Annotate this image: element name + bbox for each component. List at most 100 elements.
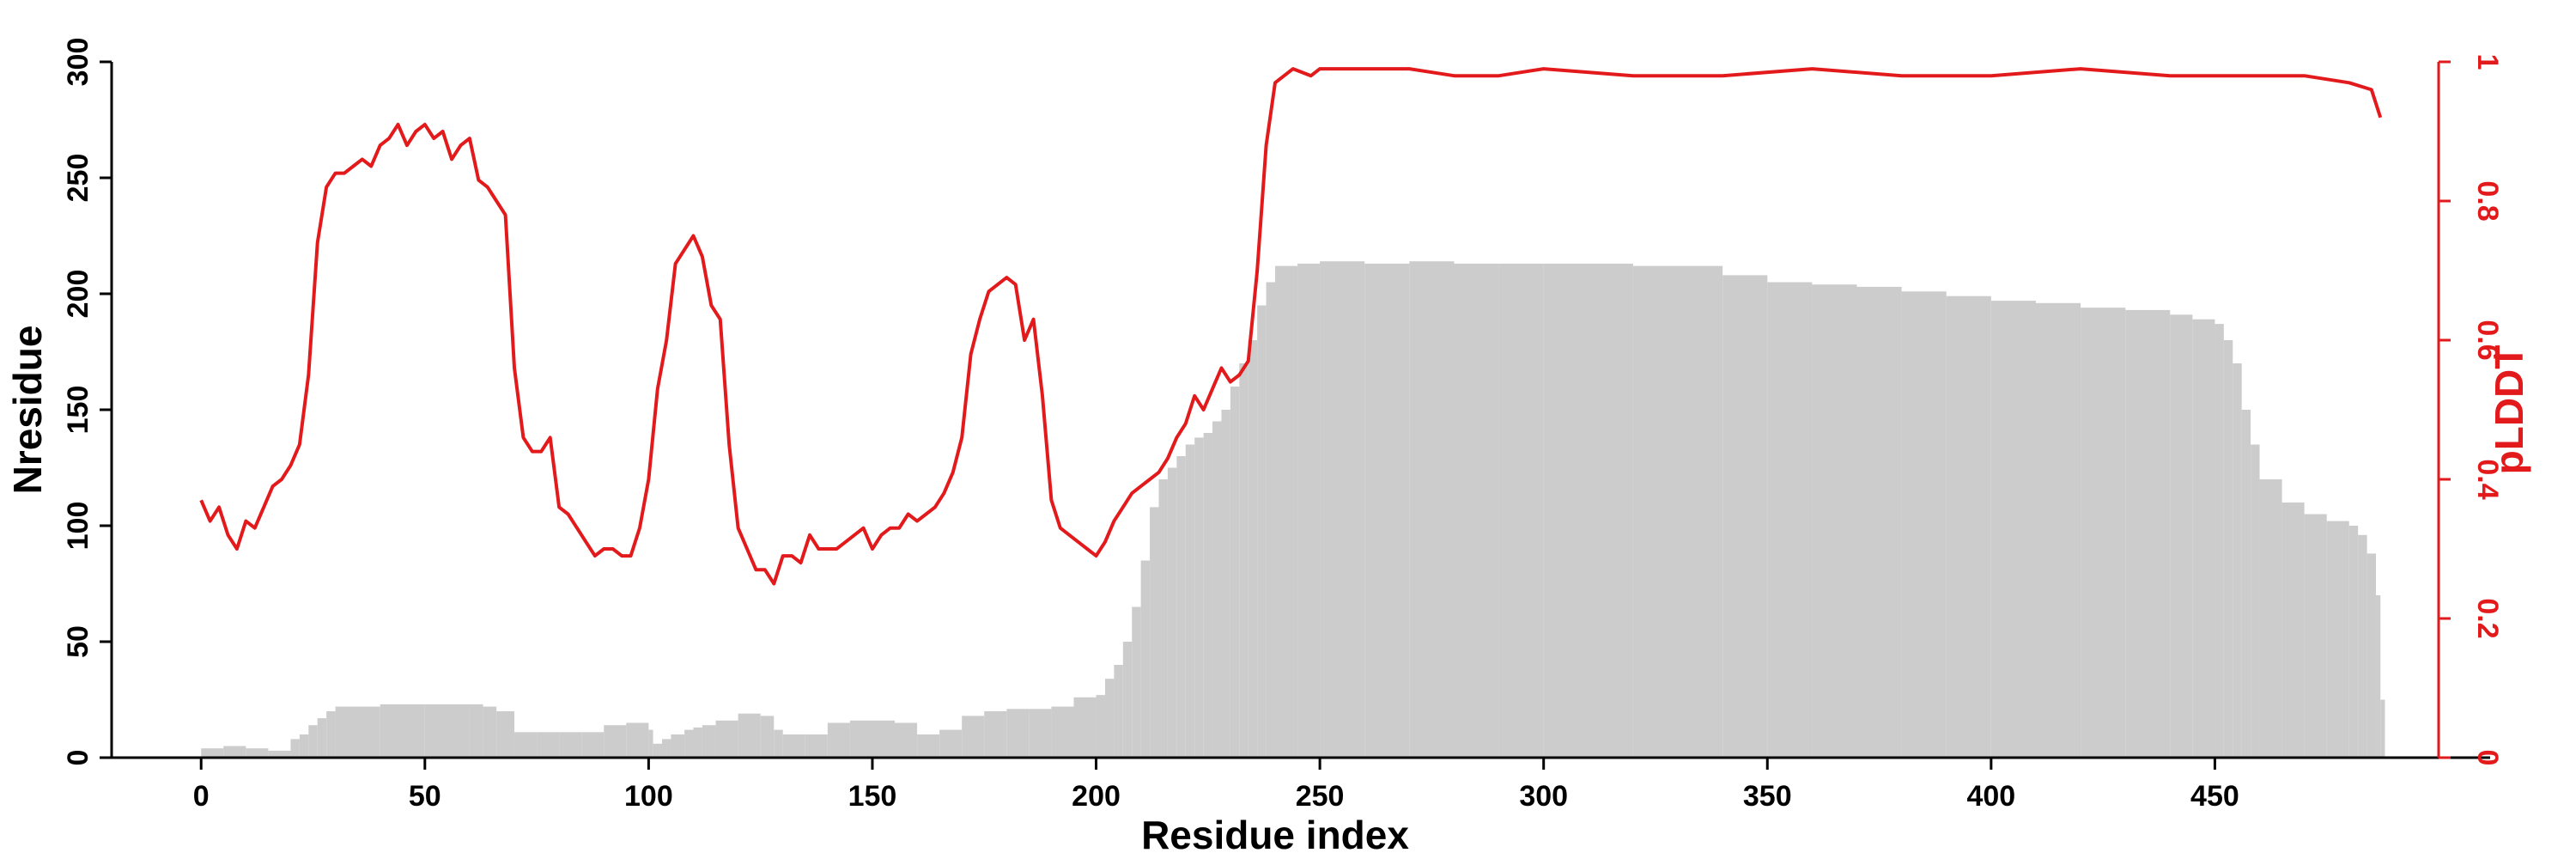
x-tick-label: 200: [1072, 780, 1121, 813]
x-axis-title: Residue index: [1141, 813, 1409, 857]
nresidue-bar: [1140, 560, 1151, 758]
nresidue-bar: [715, 720, 738, 758]
nresidue-bar: [1221, 410, 1230, 758]
nresidue-bar: [201, 748, 224, 758]
nresidue-bar: [774, 729, 783, 758]
nresidue-bar: [2259, 479, 2282, 758]
nresidue-bar: [317, 718, 327, 758]
nresidue-bar: [1990, 301, 2036, 758]
nresidue-bar: [1248, 340, 1258, 758]
x-tick-label: 300: [1519, 780, 1568, 813]
nresidue-bar: [962, 716, 985, 758]
axes: [100, 60, 2490, 770]
x-tick-label: 0: [193, 780, 210, 813]
nresidue-bar: [581, 732, 605, 758]
y-left-tick-label: 300: [62, 38, 94, 87]
y-left-tick-label: 150: [62, 386, 94, 435]
nresidue-bar: [2251, 444, 2260, 758]
nresidue-bar: [1029, 709, 1052, 758]
y-left-tick-label: 200: [62, 270, 94, 319]
nresidue-bar: [326, 711, 336, 758]
nresidue-bar: [1176, 456, 1186, 758]
nresidue-bar: [1114, 665, 1123, 758]
nresidue-bar: [1856, 286, 1902, 758]
nresidue-bar: [1212, 421, 1222, 758]
y-left-tick-label: 50: [62, 625, 94, 658]
nresidue-bar: [849, 720, 872, 758]
nresidue-bar: [684, 729, 694, 758]
x-tick-label: 350: [1743, 780, 1792, 813]
nresidue-bar: [1073, 697, 1097, 758]
nresidue-bar: [268, 750, 291, 758]
nresidue-bar: [1051, 706, 1074, 758]
nresidue-bar: [1257, 305, 1267, 758]
x-tick-label: 250: [1296, 780, 1345, 813]
nresidue-bar: [1167, 467, 1177, 758]
nresidue-bar: [1122, 642, 1133, 758]
y-left-tick-label: 100: [62, 502, 94, 551]
nresidue-bar: [1297, 263, 1321, 758]
nresidue-bar: [1409, 261, 1455, 758]
nresidue-bar: [380, 704, 425, 758]
y-left-tick-label: 0: [62, 750, 94, 766]
nresidue-bar: [1006, 709, 1030, 758]
nresidue-bar: [1722, 275, 1768, 758]
x-tick-label: 50: [409, 780, 441, 813]
x-tick-label: 450: [2190, 780, 2239, 813]
y-right-tick-label: 0.6: [2471, 320, 2504, 360]
nresidue-bar: [1320, 261, 1365, 758]
nresidue-bar: [2192, 319, 2215, 758]
nresidue-bar: [2376, 595, 2381, 758]
nresidue-bar: [939, 729, 963, 758]
nresidue-bar: [246, 748, 269, 758]
nresidue-bar: [693, 727, 702, 758]
nresidue-bar: [2035, 302, 2081, 758]
nresidue-bar: [1498, 263, 1544, 758]
nresidue-bar: [1104, 679, 1115, 758]
y-right-tick-label: 0.2: [2471, 598, 2504, 638]
tick-labels: 0 50 100 150 200 250 300 350 400 450 0 50 100 150 200 2…: [62, 38, 2504, 813]
nresidue-bar: [335, 706, 380, 758]
nresidue-bar: [1901, 291, 1947, 758]
nresidue-bar: [760, 716, 775, 758]
nresidue-bar: [2326, 521, 2349, 758]
nresidue-bar: [537, 732, 560, 758]
y-right-tick-label: 1: [2471, 54, 2504, 70]
nresidue-bar: [469, 704, 483, 758]
nresidue-bar: [424, 704, 470, 758]
plddt-line: [199, 67, 2383, 586]
nresidue-bar: [1194, 437, 1204, 758]
nresidue-bar: [2215, 324, 2224, 758]
nresidue-bar: [1767, 282, 1813, 758]
nresidue-bar: [2241, 410, 2251, 758]
nresidue-bar: [782, 734, 805, 758]
nresidue-bar: [738, 713, 761, 758]
nresidue-bar: [1185, 444, 1195, 758]
nresidue-bar: [1632, 265, 1723, 758]
nresidue-bar: [2281, 503, 2305, 758]
y-right-tick-label: 0.4: [2471, 459, 2504, 499]
nresidue-bar: [223, 746, 246, 758]
nresidue-bar: [2358, 534, 2367, 758]
nresidue-bar: [1364, 263, 1410, 758]
nresidue-bar: [1454, 263, 1499, 758]
nresidue-bar: [872, 720, 896, 758]
x-tick-label: 150: [848, 780, 897, 813]
nresidue-bar: [671, 734, 685, 758]
nresidue-bar: [2304, 514, 2327, 758]
nresidue-bar: [1203, 433, 1213, 758]
nresidue-bar: [1946, 295, 1991, 758]
x-tick-label: 400: [1966, 780, 2015, 813]
nresidue-bar: [559, 732, 582, 758]
nresidue-bar: [1275, 265, 1298, 758]
nresidue-bar: [514, 732, 538, 758]
nresidue-bar: [2223, 340, 2233, 758]
nresidue-bar: [895, 722, 918, 758]
nresidue-bar: [2233, 363, 2242, 758]
nresidue-bar: [917, 734, 940, 758]
nresidue-bar: [648, 729, 653, 758]
nresidue-bar: [2170, 314, 2193, 758]
nresidue-bar: [1158, 479, 1168, 758]
nresidue-bar: [2125, 309, 2171, 758]
